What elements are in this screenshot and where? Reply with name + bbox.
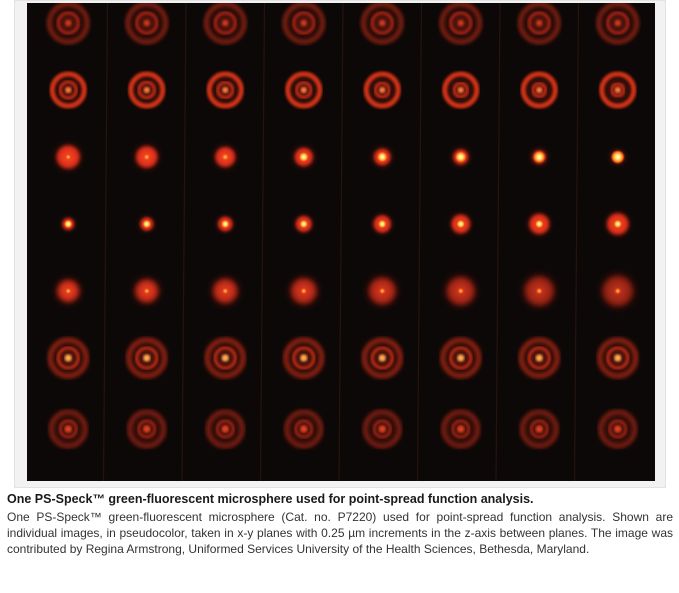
psf-spot bbox=[515, 267, 563, 315]
psf-spot bbox=[605, 145, 630, 169]
psf-spot bbox=[356, 332, 409, 384]
psf-spot bbox=[282, 269, 325, 313]
psf-spot bbox=[122, 3, 171, 47]
psf-spot bbox=[134, 212, 159, 236]
psf-spot bbox=[367, 209, 397, 239]
psf-spot bbox=[128, 139, 165, 175]
psf-spot bbox=[358, 405, 407, 453]
psf-spot bbox=[277, 332, 330, 384]
caption-body: One PS-Speck™ green-fluorescent microsph… bbox=[7, 510, 673, 556]
psf-spot bbox=[367, 142, 398, 172]
psf-spot bbox=[513, 332, 566, 384]
microsphere-montage-image bbox=[27, 3, 655, 481]
psf-spot bbox=[358, 3, 407, 47]
psf-spot bbox=[517, 68, 562, 112]
psf-spot bbox=[600, 207, 635, 241]
psf-spot bbox=[44, 405, 93, 453]
psf-spot bbox=[49, 138, 88, 176]
psf-spot bbox=[526, 144, 553, 170]
psf-spot bbox=[203, 68, 248, 112]
microsphere-montage-graphic bbox=[27, 3, 655, 481]
psf-spot bbox=[438, 68, 483, 112]
psf-spot bbox=[199, 332, 252, 384]
column-separator bbox=[573, 3, 580, 481]
column-separator bbox=[495, 3, 501, 481]
psf-spot bbox=[436, 405, 485, 453]
psf-spot bbox=[515, 405, 564, 453]
psf-spot bbox=[212, 211, 238, 237]
psf-spot bbox=[124, 68, 169, 112]
psf-spot bbox=[436, 3, 485, 47]
psf-spot bbox=[523, 207, 556, 241]
psf-spot bbox=[279, 3, 328, 47]
psf-spot bbox=[204, 270, 246, 312]
column-separator bbox=[259, 3, 266, 481]
psf-spot bbox=[593, 3, 642, 47]
psf-spot bbox=[208, 140, 243, 174]
psf-spot bbox=[201, 3, 250, 47]
figure-frame bbox=[14, 0, 666, 488]
psf-spot bbox=[120, 332, 173, 384]
psf-spot bbox=[49, 272, 88, 310]
psf-spot bbox=[287, 141, 320, 173]
psf-spot bbox=[593, 267, 642, 315]
psf-spot bbox=[122, 405, 171, 453]
psf-spot bbox=[446, 143, 475, 171]
psf-spot bbox=[57, 213, 80, 235]
psf-spot bbox=[279, 405, 328, 453]
column-separator bbox=[102, 3, 109, 481]
psf-spot bbox=[593, 405, 642, 453]
psf-spot bbox=[46, 68, 91, 112]
psf-spot bbox=[360, 68, 405, 112]
psf-spot bbox=[591, 332, 644, 384]
psf-spot bbox=[44, 3, 93, 47]
figure-caption: One PS-Speck™ green-fluorescent microsph… bbox=[7, 491, 673, 557]
psf-spot bbox=[281, 68, 326, 112]
psf-spot bbox=[515, 3, 564, 47]
psf-spot bbox=[438, 268, 484, 314]
psf-spot bbox=[290, 210, 318, 238]
psf-spot bbox=[42, 332, 95, 384]
psf-spot bbox=[595, 68, 640, 112]
psf-spot bbox=[445, 208, 477, 240]
column-separator bbox=[181, 3, 187, 481]
psf-spot bbox=[360, 269, 405, 313]
psf-spot bbox=[434, 332, 487, 384]
caption-title: One PS-Speck™ green-fluorescent microsph… bbox=[7, 492, 534, 506]
psf-spot bbox=[201, 405, 250, 453]
psf-spot bbox=[127, 271, 167, 311]
column-separator bbox=[416, 3, 423, 481]
column-separator bbox=[338, 3, 344, 481]
